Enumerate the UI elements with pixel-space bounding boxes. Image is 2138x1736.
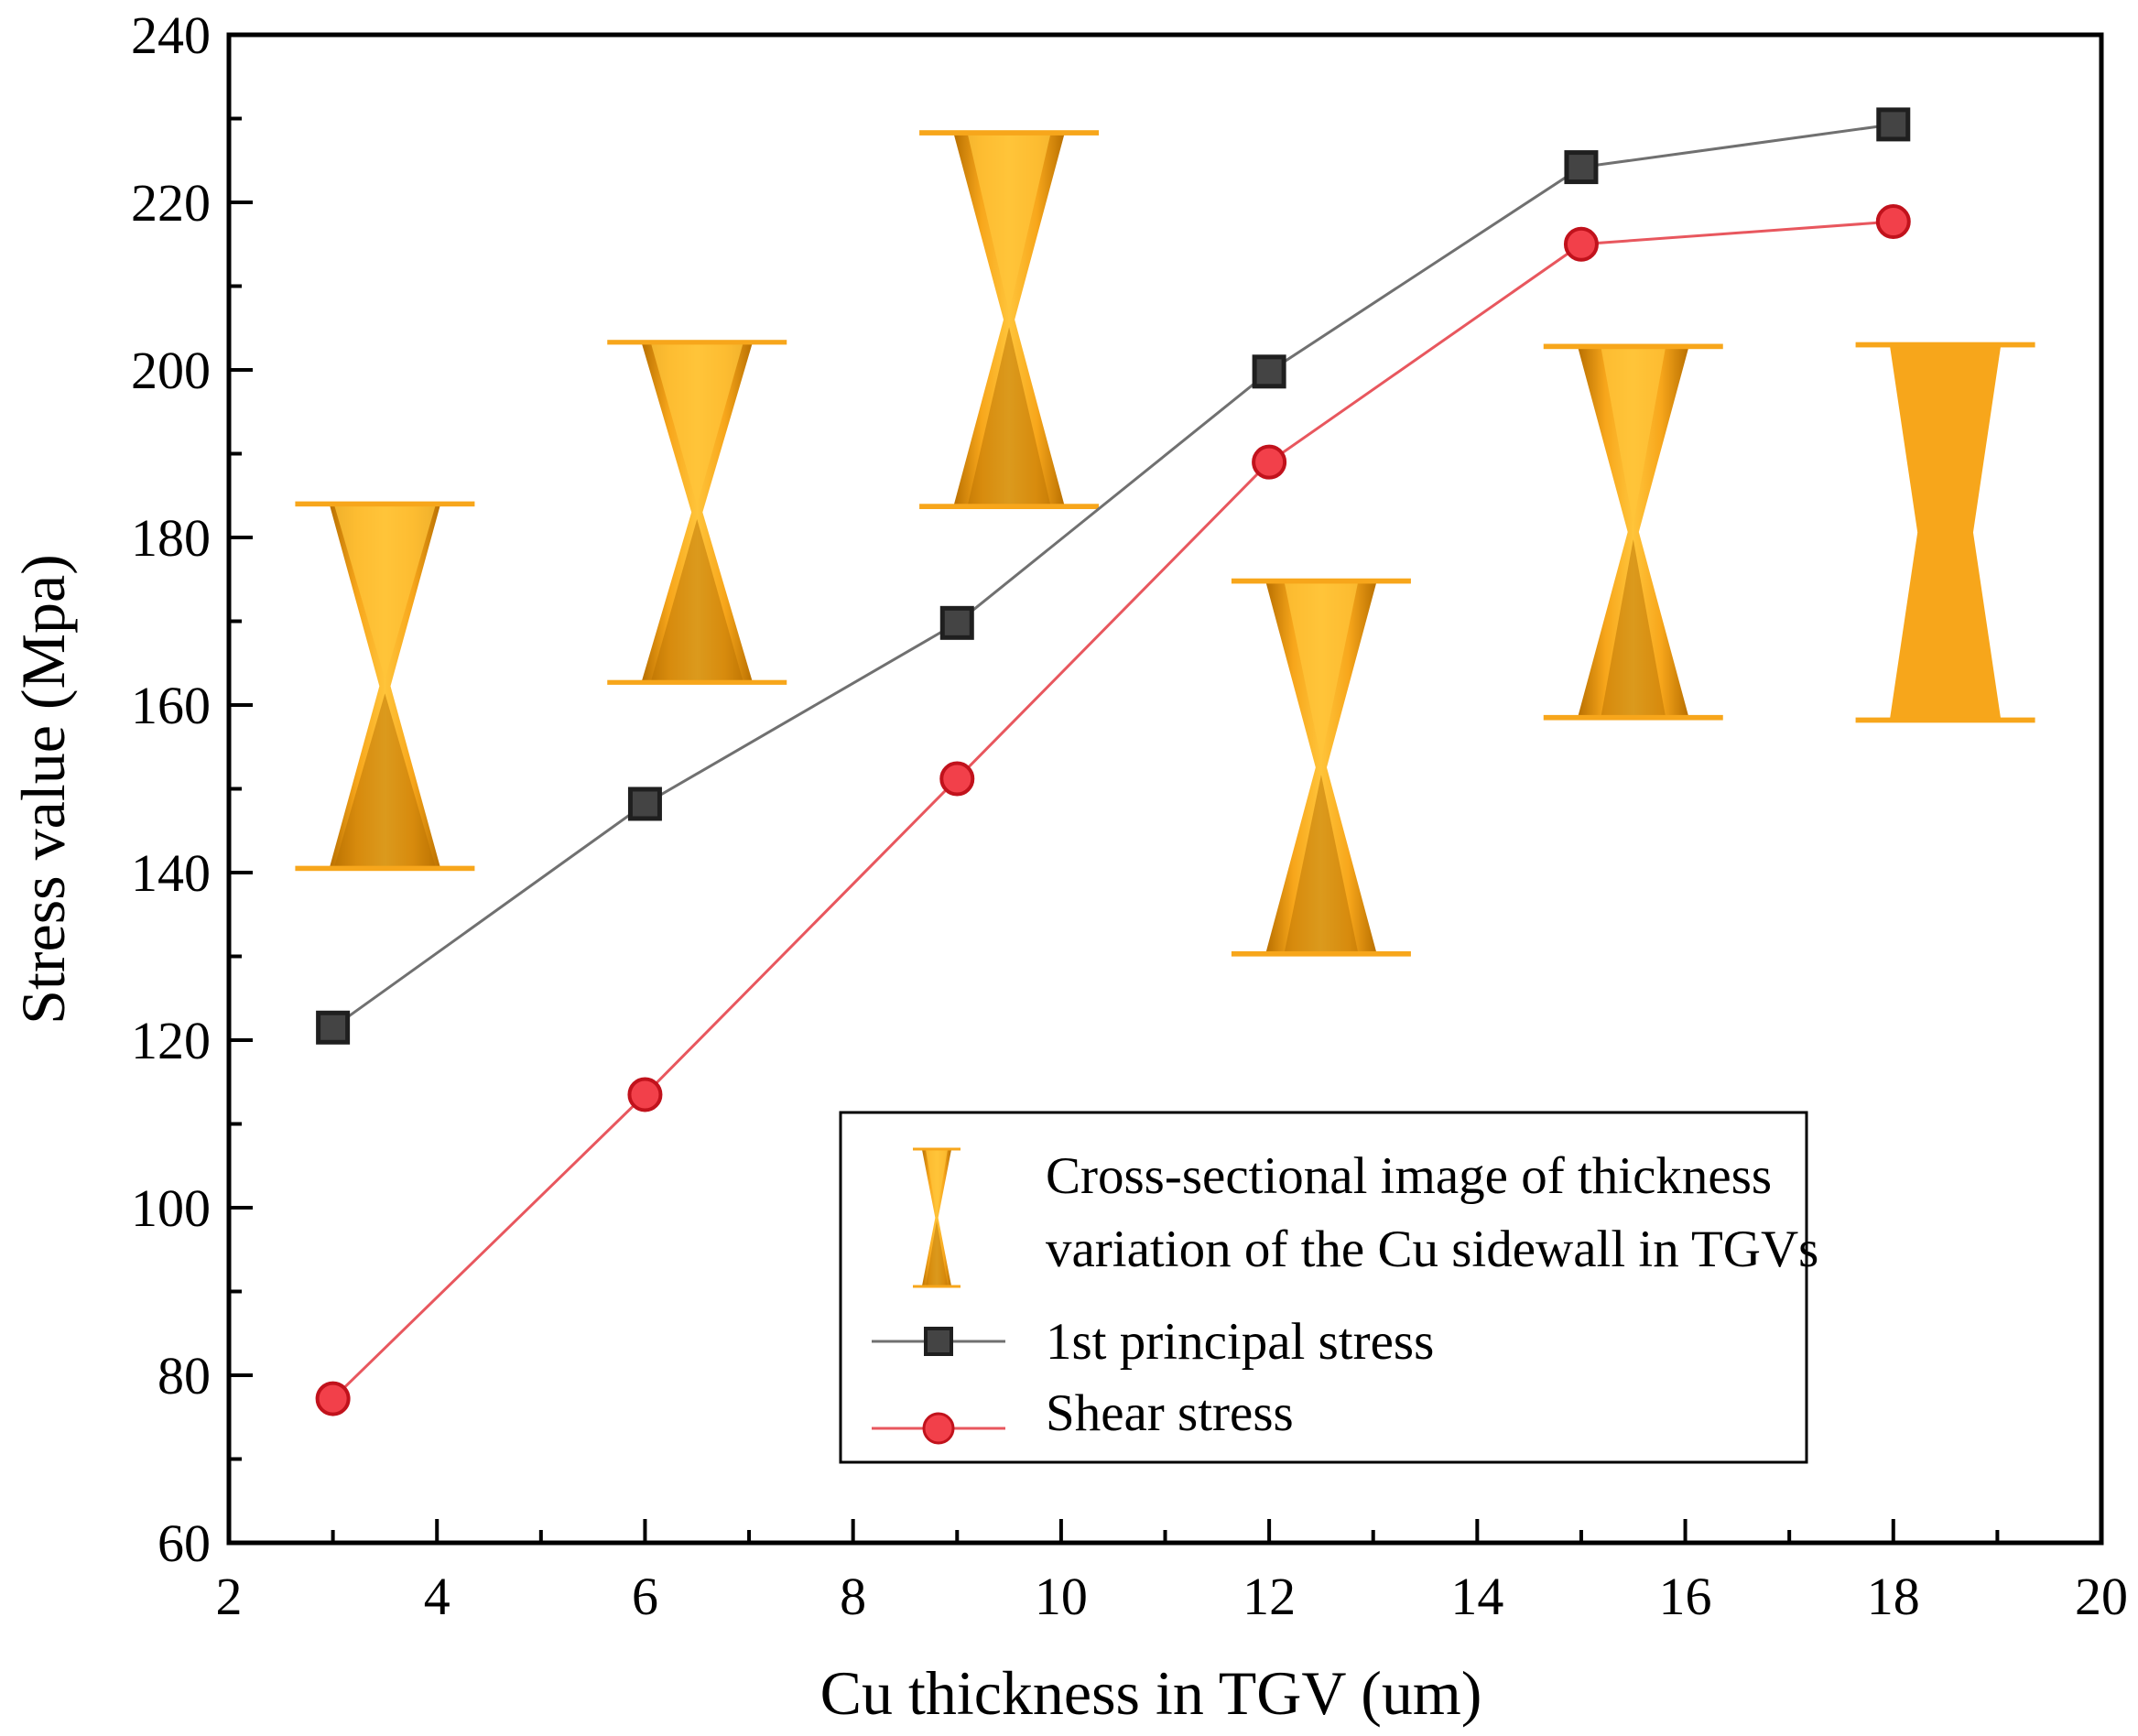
tgv-body [1889, 344, 2002, 721]
legend-note-line-1: Cross-sectional image of thickness [1046, 1147, 1772, 1205]
tgv-hollow-top [1284, 580, 1359, 761]
tgv-hollow-bottom [650, 518, 743, 683]
tgv-hollow-bottom [1601, 539, 1666, 718]
y-tick-label: 160 [131, 676, 211, 735]
tgv-top-surface [1543, 343, 1723, 350]
y-tick-label: 120 [131, 1011, 211, 1070]
legend-label-principal: 1st principal stress [1046, 1313, 1434, 1371]
x-tick-label: 2 [216, 1567, 243, 1626]
data-point-principal [1564, 150, 1599, 185]
y-tick-label: 140 [131, 843, 211, 903]
x-tick-label: 8 [840, 1567, 866, 1626]
x-tick-label: 12 [1243, 1567, 1296, 1626]
y-axis-title: Stress value (Mpa) [8, 554, 78, 1025]
y-tick-label: 180 [131, 508, 211, 568]
tgv-body [953, 133, 1065, 507]
legend-marker-principal [924, 1327, 953, 1356]
y-tick-label: 220 [131, 173, 211, 233]
tgv-top-surface [919, 130, 1100, 136]
tgv-body [1577, 346, 1689, 718]
tgv-hollow-top [333, 504, 437, 679]
y-tick-label: 240 [131, 5, 211, 65]
tgv-hollow-top [1601, 346, 1666, 525]
data-point-shear [627, 1077, 663, 1112]
series-layer [315, 107, 1911, 1416]
y-tick-label: 200 [131, 341, 211, 400]
legend-inset-swatch [913, 1147, 960, 1288]
data-point-principal [627, 787, 662, 821]
tgv-body [329, 504, 441, 869]
data-point-shear [315, 1381, 351, 1416]
tgv-bottom-surface [1231, 950, 1411, 957]
tgv-bottom-surface [1855, 717, 2035, 723]
tgv-inset [607, 340, 787, 685]
y-tick-label: 80 [157, 1346, 211, 1405]
data-point-shear [1252, 444, 1287, 480]
x-tick-label: 4 [424, 1567, 450, 1626]
y-axis: 60 80 100 120 140 160 180 200 220 240 [131, 5, 253, 1573]
legend-box [839, 1111, 1808, 1464]
x-tick-label: 16 [1659, 1567, 1712, 1626]
tgv-hollow-top [925, 1149, 949, 1215]
x-axis: 2 4 6 8 10 12 14 16 18 20 [216, 1519, 2128, 1626]
tgv-hollow-bottom [925, 1221, 949, 1286]
data-point-principal [316, 1010, 351, 1045]
tgv-top-surface [913, 1147, 960, 1151]
tgv-body [921, 1149, 952, 1286]
inset-layer [295, 130, 2035, 957]
data-point-principal [1876, 107, 1911, 142]
legend-tgv-icon [913, 1147, 960, 1288]
tgv-inset [295, 501, 475, 872]
tgv-hollow-bottom [333, 693, 437, 869]
tgv-hollow-bottom [1284, 775, 1359, 954]
data-point-shear [1875, 204, 1911, 240]
tgv-body [641, 342, 754, 683]
legend: Cross-sectional image of thickness varia… [839, 1111, 1818, 1464]
tgv-body [1265, 580, 1377, 954]
series-line [331, 220, 1894, 1400]
tgv-inset [919, 130, 1100, 510]
y-tick-label: 60 [157, 1514, 211, 1573]
y-tick-label: 100 [131, 1178, 211, 1238]
x-tick-label: 20 [2075, 1567, 2128, 1626]
tgv-hollow-top [650, 342, 743, 506]
tgv-hollow-top [967, 133, 1051, 312]
x-tick-label: 10 [1035, 1567, 1088, 1626]
legend-label-shear: Shear stress [1046, 1384, 1294, 1442]
legend-marker-shear [922, 1412, 955, 1445]
tgv-inset [1855, 342, 2035, 723]
x-tick-label: 6 [632, 1567, 658, 1626]
tgv-inset [1543, 343, 1723, 721]
legend-note-line-2: variation of the Cu sidewall in TGVs [1046, 1221, 1818, 1278]
series-line [331, 123, 1894, 1029]
tgv-bottom-surface [913, 1285, 960, 1288]
data-point-shear [1563, 226, 1599, 262]
tgv-top-surface [607, 340, 787, 345]
tgv-top-surface [295, 501, 475, 507]
tgv-top-surface [1231, 578, 1411, 584]
tgv-bottom-surface [919, 504, 1100, 510]
x-tick-label: 18 [1867, 1567, 1920, 1626]
tgv-bottom-surface [295, 865, 475, 872]
tgv-bottom-surface [607, 679, 787, 685]
x-axis-title: Cu thickness in TGV (um) [820, 1658, 1482, 1728]
tgv-top-surface [1855, 342, 2035, 348]
data-point-principal [939, 605, 974, 640]
tgv-bottom-surface [1543, 714, 1723, 721]
tgv-inset [1231, 578, 1411, 957]
data-point-principal [1252, 354, 1286, 389]
x-tick-label: 14 [1450, 1567, 1503, 1626]
tgv-hollow-bottom [967, 327, 1051, 507]
data-point-shear [939, 761, 975, 797]
